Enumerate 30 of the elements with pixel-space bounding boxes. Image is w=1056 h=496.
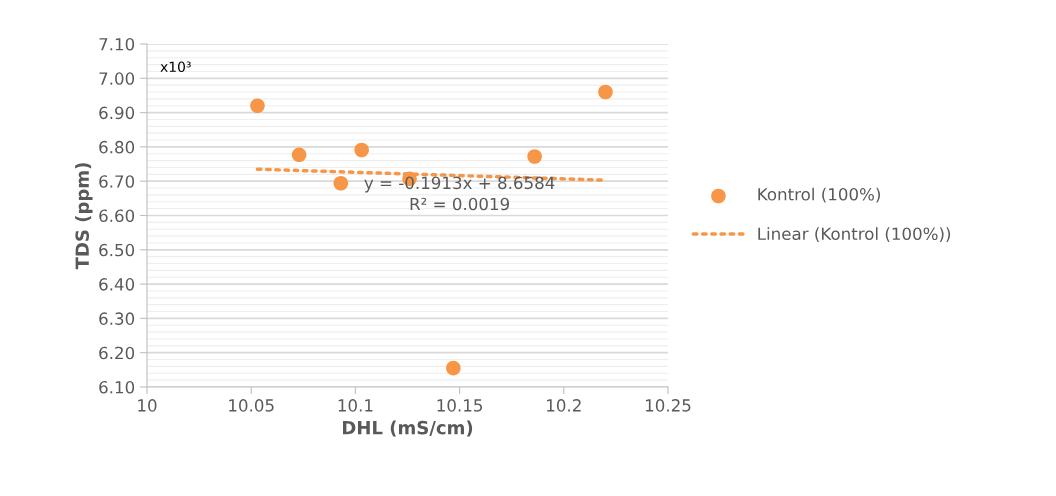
y-tick-label: 6.30 [99,312,135,325]
y-tick-label: 6.50 [99,243,135,257]
point [527,149,542,164]
x-axis-title: DHL (mS/cm) [343,420,473,437]
y-tick-label: 7.10 [99,37,135,51]
y-tick-label: 6.70 [99,175,135,188]
annotation: x10³ [160,61,191,73]
point [446,360,461,376]
x-tick-label: 10.2 [547,399,581,412]
x-tick-label: 10.25 [645,399,691,412]
point [333,175,349,191]
y-tick-label: 6.40 [99,278,135,291]
y-tick-label: 6.20 [99,346,135,360]
point [291,147,307,163]
legend-label: Kontrol (100%) [758,187,880,203]
x-tick-label: 10 [138,399,157,412]
legend-label: Linear (Kontrol (100%)) [758,227,951,243]
x-tick-label: 10.05 [229,399,274,412]
y-tick-label: 6.10 [99,380,135,394]
point [250,98,265,114]
y-axis-title: TDS (ppm) [75,163,93,270]
x-tick-label: 10.1 [338,399,373,412]
y-tick-label: 7.00 [99,72,135,85]
point [598,84,613,100]
y-tick-label: 6.90 [99,106,135,120]
point [354,142,369,158]
annotation: y = -0.1913x + 8.6584 R² = 0.0019 [364,176,555,211]
x-tick-label: 10.15 [437,399,482,412]
y-tick-label: 6.60 [99,209,135,223]
y-tick-label: 6.80 [99,140,135,154]
